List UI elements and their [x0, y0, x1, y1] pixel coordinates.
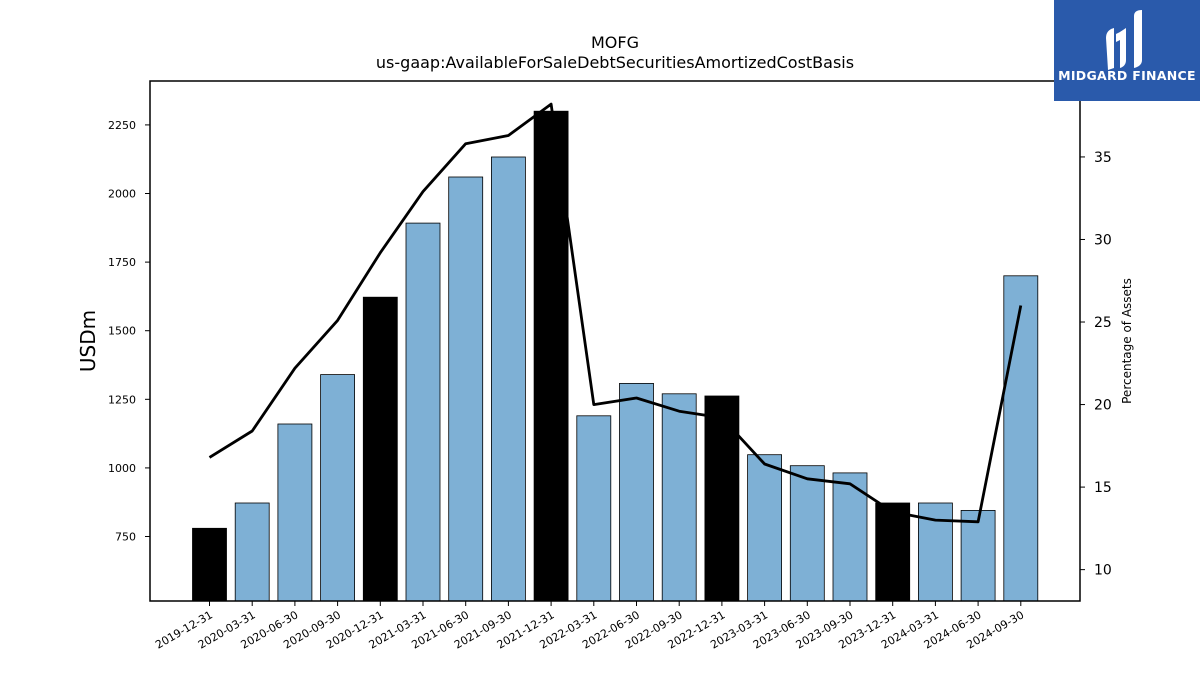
- y-tick-label: 2000: [108, 188, 136, 201]
- y2-tick-label: 15: [1094, 480, 1112, 496]
- bar-2021-09-30: [490, 156, 526, 602]
- bar-2024-06-30: [960, 509, 996, 602]
- bar-2022-09-30: [661, 393, 697, 602]
- x-axis: 2019-12-312020-03-312020-06-302020-09-30…: [153, 601, 1026, 652]
- y-tick-label: 2250: [108, 119, 136, 132]
- bar-2020-12-31: [362, 296, 398, 602]
- bar-2019-12-31: [192, 527, 227, 602]
- bar-2020-03-31: [234, 502, 270, 602]
- bar-2023-03-31: [747, 454, 782, 602]
- bar-2023-06-30: [789, 465, 825, 602]
- bar-2021-06-30: [448, 176, 484, 602]
- y2-tick-label: 20: [1094, 398, 1112, 414]
- chart-subtitle: us-gaap:AvailableForSaleDebtSecuritiesAm…: [376, 53, 854, 72]
- line-group: [208, 102, 1023, 524]
- y-tick-label: 1000: [108, 462, 136, 475]
- bar-2020-06-30: [277, 423, 313, 602]
- y-axis-right: 10 15 20 25 30 35: [1080, 150, 1112, 579]
- y-axis-label: USDm: [76, 310, 100, 372]
- bar-2022-12-31: [704, 395, 740, 602]
- chart-title: MOFG: [591, 33, 639, 52]
- bar-2023-12-31: [875, 502, 911, 602]
- y2-tick-label: 30: [1094, 232, 1112, 248]
- y2-tick-label: 35: [1094, 150, 1112, 166]
- y-tick-label: 1250: [108, 393, 136, 406]
- y2-axis-label: Percentage of Assets: [1120, 278, 1134, 404]
- y-tick-label: 1750: [108, 256, 136, 269]
- percentage-of-assets-line: [208, 102, 1023, 524]
- plot-frame: [149, 80, 1081, 602]
- bar-2020-09-30: [320, 374, 356, 602]
- y2-tick-label: 25: [1094, 315, 1112, 331]
- brand-name: MIDGARD FINANCE: [1058, 68, 1196, 83]
- brand-logo: MIDGARD FINANCE: [1054, 0, 1200, 101]
- bar-2023-09-30: [832, 472, 868, 602]
- bars-group: [192, 110, 1039, 602]
- bar-2022-06-30: [619, 382, 654, 602]
- y-tick-label: 1500: [108, 325, 136, 338]
- y-axis-left: 750 1000 1250 1500 1750 2000 2250: [108, 119, 150, 544]
- midgard-logo-icon: [1106, 10, 1142, 70]
- bar-2022-03-31: [576, 415, 612, 602]
- y2-tick-label: 10: [1094, 563, 1112, 579]
- y-tick-label: 750: [115, 531, 136, 544]
- bar-2024-09-30: [1003, 275, 1039, 602]
- bar-2021-03-31: [405, 222, 441, 602]
